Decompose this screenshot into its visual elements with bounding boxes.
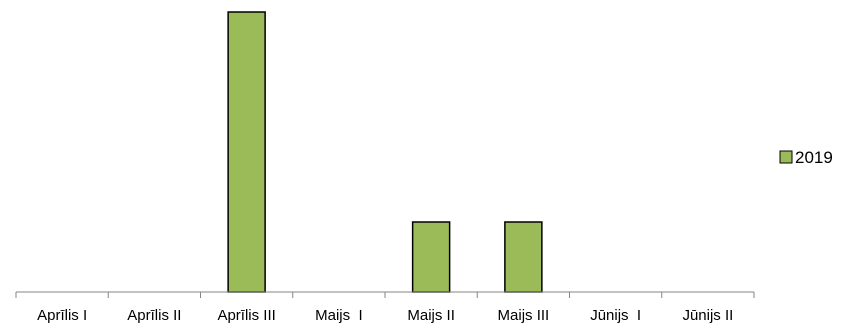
bar bbox=[227, 11, 266, 293]
x-tick-label: Jūnijs I bbox=[590, 307, 641, 324]
x-tick-label: Maijs III bbox=[498, 307, 550, 324]
x-axis-ticks bbox=[15, 292, 755, 298]
bars-layer bbox=[227, 11, 543, 293]
x-tick-label: Jūnijs II bbox=[682, 307, 733, 324]
legend-label-2019: 2019 bbox=[795, 148, 833, 167]
x-tick-label: Aprīlis III bbox=[217, 307, 275, 324]
x-tick-label: Aprīlis II bbox=[127, 307, 181, 324]
x-tick-label: Maijs II bbox=[407, 307, 455, 324]
bar bbox=[411, 221, 451, 293]
legend-swatch-2019 bbox=[779, 150, 793, 164]
bar bbox=[504, 221, 543, 293]
x-tick-label: Aprīlis I bbox=[37, 307, 87, 324]
x-tick-label: Maijs I bbox=[315, 307, 363, 324]
legend: 2019 bbox=[779, 148, 833, 167]
x-axis-tick-labels: Aprīlis I Aprīlis II Aprīlis III Maijs I Mai… bbox=[37, 307, 733, 324]
